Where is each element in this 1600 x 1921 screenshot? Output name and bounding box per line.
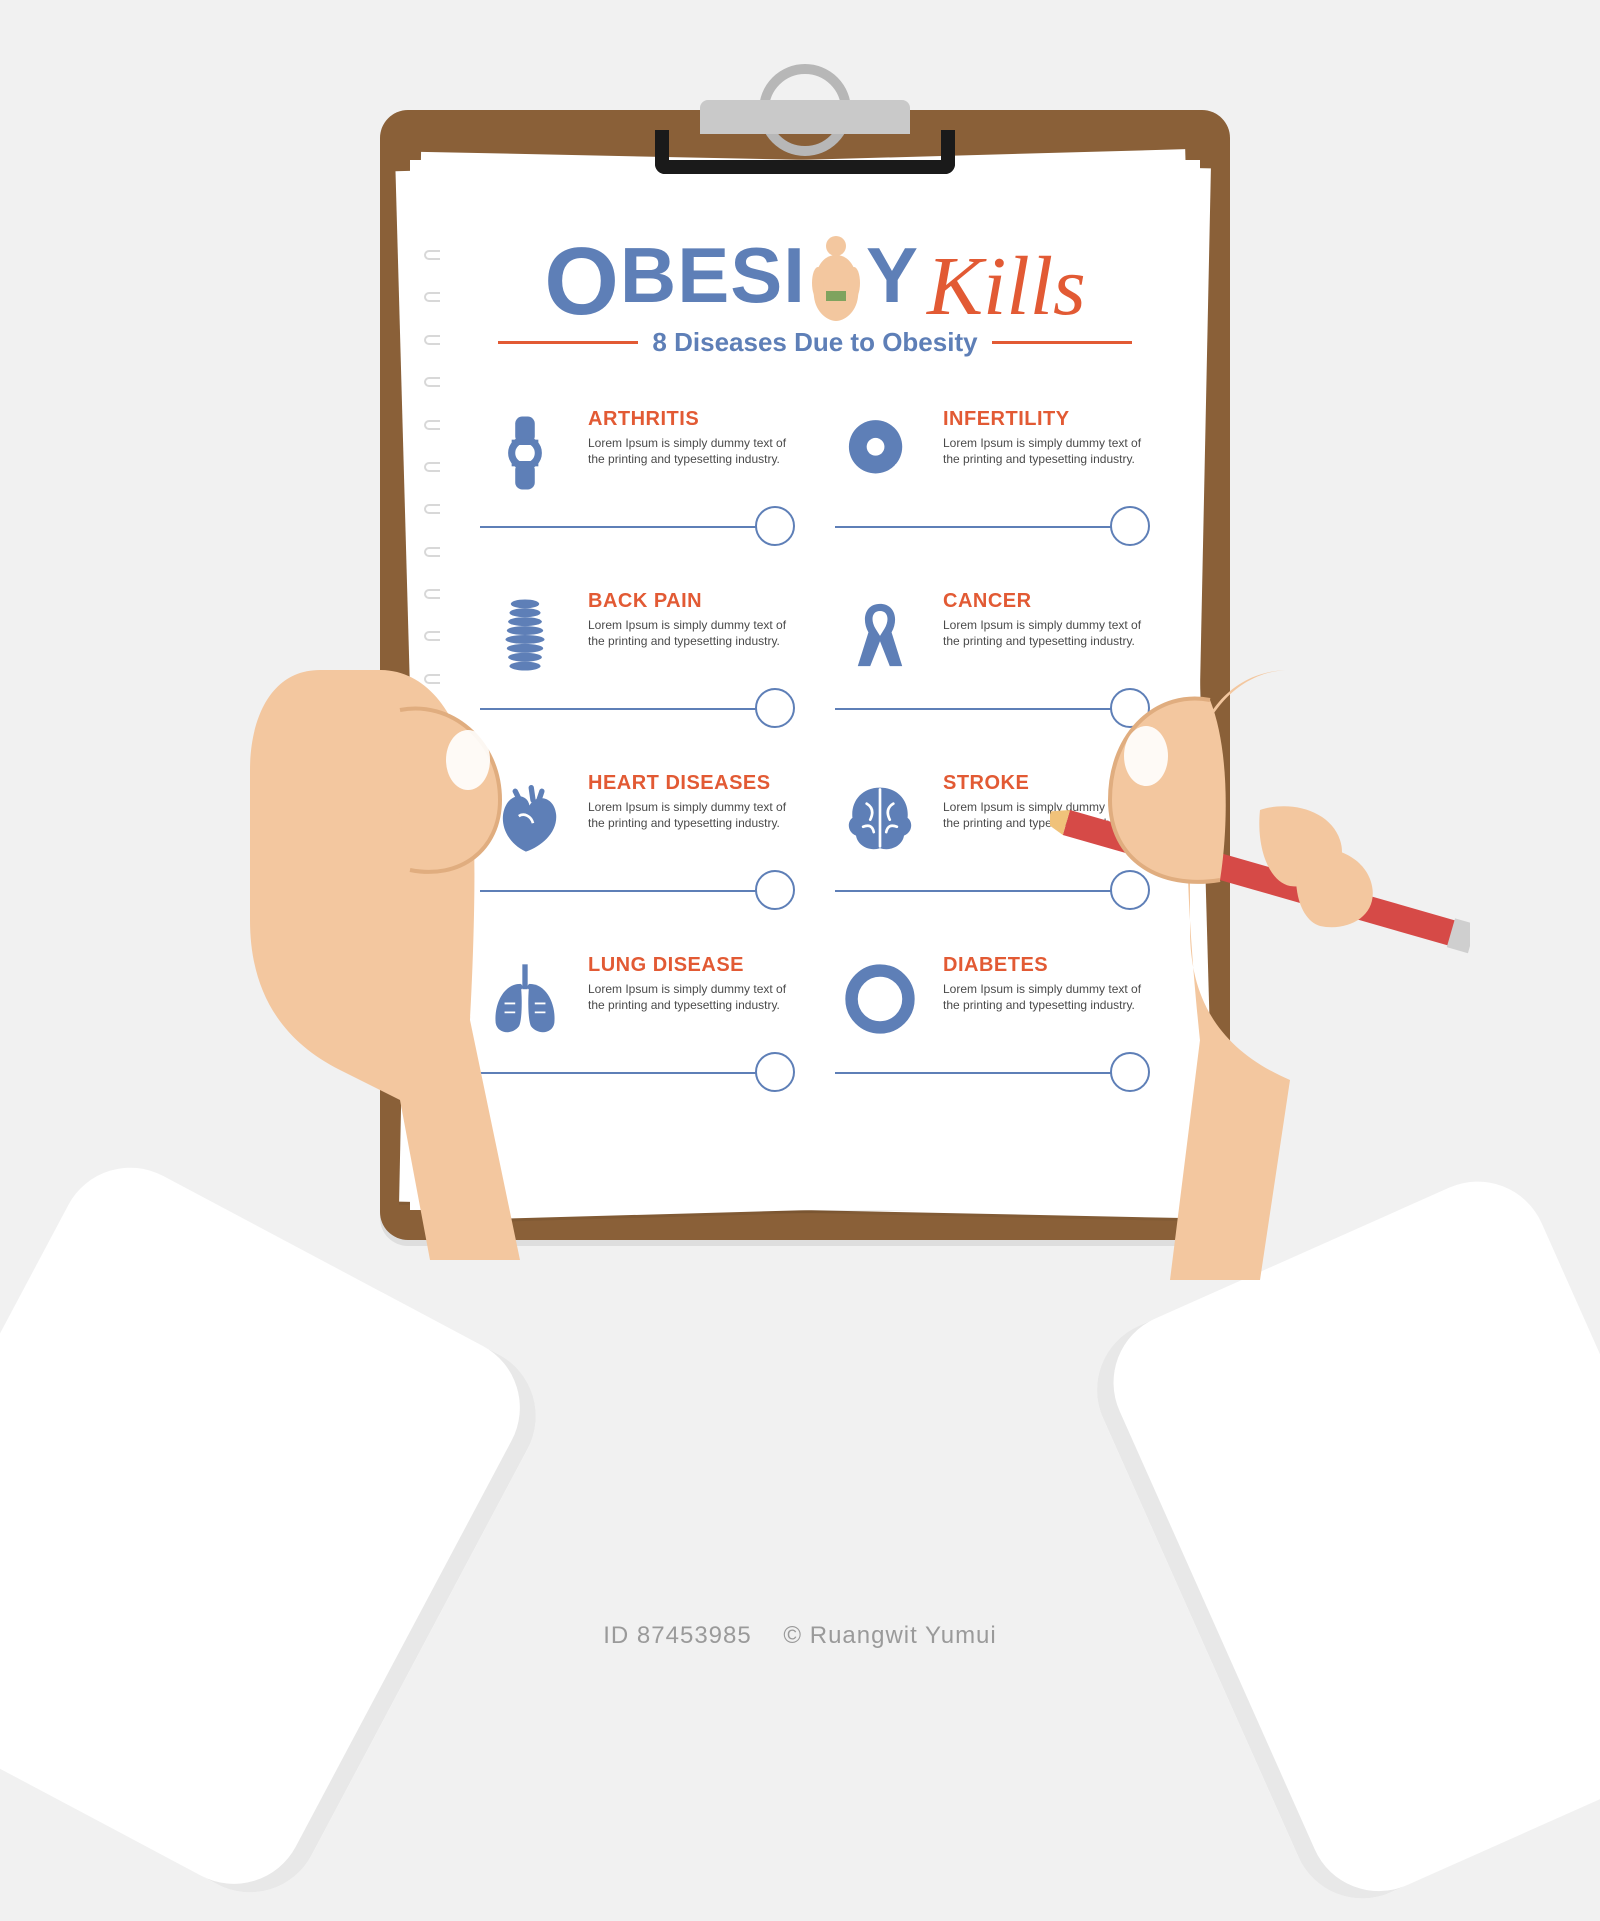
disease-title: LUNG DISEASE [588,954,795,977]
check-circle[interactable] [755,506,795,546]
ring-icon [835,954,925,1044]
disease-body: Lorem Ipsum is simply dummy text of the … [588,981,795,1013]
check-circle[interactable] [755,688,795,728]
disease-text: BACK PAIN Lorem Ipsum is simply dummy te… [588,590,795,680]
disease-title: BACK PAIN [588,590,795,613]
disease-body: Lorem Ipsum is simply dummy text of the … [943,617,1150,649]
disease-text: INFERTILITY Lorem Ipsum is simply dummy … [943,408,1150,498]
image-author: © Ruangwit Yumui [783,1622,996,1649]
disease-title: HEART DISEASES [588,772,795,795]
stage: OBESI Y Kills 8 Diseases Du [0,0,1600,1690]
disease-text: LUNG DISEASE Lorem Ipsum is simply dummy… [588,954,795,1044]
check-circle[interactable] [755,1052,795,1092]
hand-right [1050,660,1450,1300]
image-id: ID 87453985 [603,1622,751,1649]
disease-item: ARTHRITIS Lorem Ipsum is simply dummy te… [480,408,795,546]
disease-title: CANCER [943,590,1150,613]
disease-item: INFERTILITY Lorem Ipsum is simply dummy … [835,408,1150,546]
clipboard-clip [655,100,955,190]
title: OBESI Y Kills [480,230,1150,321]
knee-joint-icon [480,408,570,498]
disease-body: Lorem Ipsum is simply dummy text of the … [588,435,795,467]
ribbon-icon [835,590,925,680]
disease-text: ARTHRITIS Lorem Ipsum is simply dummy te… [588,408,795,498]
brain-icon [835,772,925,862]
check-line [480,506,795,546]
disease-text: HEART DISEASES Lorem Ipsum is simply dum… [588,772,795,862]
disease-body: Lorem Ipsum is simply dummy text of the … [588,617,795,649]
check-line [835,506,1150,546]
hand-left [200,660,560,1280]
title-obesity: OBESI Y [544,230,919,321]
disease-title: ARTHRITIS [588,408,795,431]
disease-body: Lorem Ipsum is simply dummy text of the … [588,799,795,831]
disease-body: Lorem Ipsum is simply dummy text of the … [943,435,1150,467]
check-circle[interactable] [1110,506,1150,546]
check-circle[interactable] [755,870,795,910]
sperm-egg-icon [835,408,925,498]
title-kills: Kills [927,253,1086,320]
subtitle: 8 Diseases Due to Obesity [652,327,977,358]
obese-figure-icon [808,235,864,321]
disease-title: INFERTILITY [943,408,1150,431]
